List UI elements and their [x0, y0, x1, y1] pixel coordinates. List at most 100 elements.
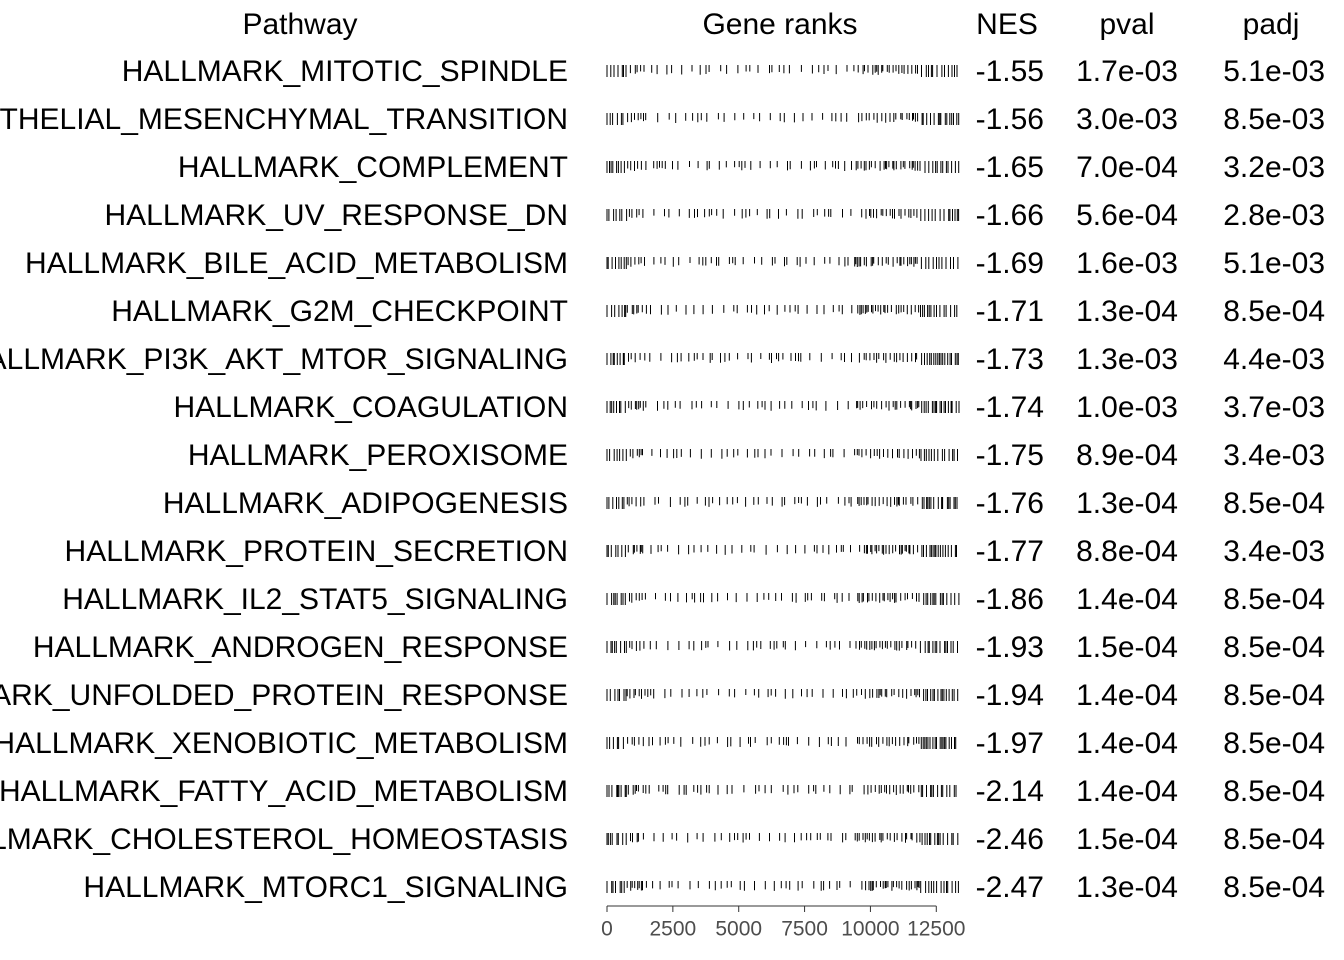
pathway-label: HALLMARK_XENOBIOTIC_METABOLISM [0, 727, 568, 760]
nes-value: -1.65 [976, 151, 1044, 184]
padj-value: 3.4e-03 [1223, 439, 1325, 472]
padj-value: 8.5e-04 [1223, 679, 1325, 712]
nes-value: -2.14 [976, 775, 1044, 808]
header: NES [976, 8, 1038, 41]
padj-value: 8.5e-04 [1223, 583, 1325, 616]
gene-rank-barcode [606, 305, 958, 317]
padj-value: 8.5e-04 [1223, 727, 1325, 760]
header: Gene ranks [702, 8, 857, 41]
padj-value: 3.2e-03 [1223, 151, 1325, 184]
nes-value: -1.74 [976, 391, 1044, 424]
pathway-label: HALLMARK_UV_RESPONSE_DN [105, 199, 569, 232]
pathway-label: HALLMARK_PROTEIN_SECRETION [65, 535, 568, 568]
nes-value: -1.97 [976, 727, 1044, 760]
nes-value: -1.77 [976, 535, 1044, 568]
gene-rank-barcode [606, 353, 959, 365]
pathway-label: HALLMARK_UNFOLDED_PROTEIN_RESPONSE [0, 679, 568, 712]
gene-rank-barcode [606, 785, 957, 797]
pval-value: 1.3e-03 [1076, 343, 1178, 376]
x-tick-label: 10000 [841, 918, 899, 941]
gene-rank-barcode [606, 209, 960, 221]
padj-value: 8.5e-04 [1223, 871, 1325, 904]
pathway-label: HALLMARK_IL2_STAT5_SIGNALING [62, 583, 568, 616]
pval-value: 1.6e-03 [1076, 247, 1178, 280]
padj-value: 8.5e-04 [1223, 775, 1325, 808]
padj-value: 4.4e-03 [1223, 343, 1325, 376]
nes-value: -1.69 [976, 247, 1044, 280]
pathway-label: HALLMARK_PEROXISOME [188, 439, 568, 472]
pval-value: 1.0e-03 [1076, 391, 1178, 424]
padj-value: 8.5e-04 [1223, 487, 1325, 520]
nes-value: -1.93 [976, 631, 1044, 664]
pathway-label: HALLMARK_ADIPOGENESIS [163, 487, 568, 520]
pval-value: 1.4e-04 [1076, 775, 1178, 808]
pval-value: 1.3e-04 [1076, 487, 1178, 520]
pathway-label: HALLMARK_MITOTIC_SPINDLE [122, 55, 568, 88]
gene-rank-barcode [606, 689, 959, 701]
pval-value: 8.8e-04 [1076, 535, 1178, 568]
pval-value: 1.4e-04 [1076, 679, 1178, 712]
x-tick-label: 12500 [907, 918, 965, 941]
nes-value: -1.86 [976, 583, 1044, 616]
padj-value: 8.5e-04 [1223, 823, 1325, 856]
pathway-label: HALLMARK_EPITHELIAL_MESENCHYMAL_TRANSITI… [0, 103, 568, 136]
pval-value: 8.9e-04 [1076, 439, 1178, 472]
pval-value: 1.4e-04 [1076, 583, 1178, 616]
x-tick-label: 0 [601, 918, 613, 941]
pval-value: 1.5e-04 [1076, 823, 1178, 856]
nes-value: -1.71 [976, 295, 1044, 328]
nes-value: -1.76 [976, 487, 1044, 520]
header: Pathway [242, 8, 357, 41]
pval-value: 3.0e-03 [1076, 103, 1178, 136]
gene-rank-barcode [606, 497, 958, 509]
nes-value: -1.75 [976, 439, 1044, 472]
gene-rank-barcode [606, 257, 959, 269]
x-tick-label: 2500 [649, 918, 696, 941]
padj-value: 5.1e-03 [1223, 55, 1325, 88]
nes-value: -2.47 [976, 871, 1044, 904]
padj-value: 8.5e-03 [1223, 103, 1325, 136]
x-tick-label: 5000 [715, 918, 762, 941]
padj-value: 2.8e-03 [1223, 199, 1325, 232]
gene-rank-barcode [606, 65, 958, 77]
nes-value: -1.66 [976, 199, 1044, 232]
x-tick-label: 7500 [781, 918, 828, 941]
pval-value: 7.0e-04 [1076, 151, 1178, 184]
pathway-label: HALLMARK_MTORC1_SIGNALING [83, 871, 568, 904]
gene-rank-barcode [606, 593, 960, 605]
pval-value: 1.3e-04 [1076, 295, 1178, 328]
gene-rank-barcode [606, 161, 960, 173]
gene-rank-barcode [606, 401, 960, 413]
nes-value: -1.56 [976, 103, 1044, 136]
gene-rank-barcode [606, 737, 957, 749]
padj-value: 8.5e-04 [1223, 631, 1325, 664]
nes-value: -2.46 [976, 823, 1044, 856]
pval-value: 1.7e-03 [1076, 55, 1178, 88]
pval-value: 5.6e-04 [1076, 199, 1178, 232]
padj-value: 5.1e-03 [1223, 247, 1325, 280]
pathway-label: HALLMARK_ANDROGEN_RESPONSE [33, 631, 568, 664]
pval-value: 1.4e-04 [1076, 727, 1178, 760]
pathway-label: HALLMARK_FATTY_ACID_METABOLISM [0, 775, 568, 808]
pathway-label: HALLMARK_COAGULATION [173, 391, 568, 424]
header: padj [1243, 8, 1300, 41]
padj-value: 8.5e-04 [1223, 295, 1325, 328]
header: pval [1099, 8, 1154, 41]
nes-value: -1.94 [976, 679, 1044, 712]
padj-value: 3.4e-03 [1223, 535, 1325, 568]
pathway-label: HALLMARK_PI3K_AKT_MTOR_SIGNALING [0, 343, 568, 376]
padj-value: 3.7e-03 [1223, 391, 1325, 424]
pathway-label: HALLMARK_COMPLEMENT [178, 151, 568, 184]
nes-value: -1.73 [976, 343, 1044, 376]
gene-rank-barcode [606, 113, 960, 125]
gene-rank-barcode [606, 881, 959, 893]
pathway-label: HALLMARK_BILE_ACID_METABOLISM [25, 247, 568, 280]
pval-value: 1.5e-04 [1076, 631, 1178, 664]
pathway-label: HALLMARK_G2M_CHECKPOINT [111, 295, 568, 328]
gene-rank-barcode [606, 641, 958, 653]
gene-rank-barcode [606, 449, 958, 461]
nes-value: -1.55 [976, 55, 1044, 88]
gene-rank-barcode [606, 545, 957, 557]
